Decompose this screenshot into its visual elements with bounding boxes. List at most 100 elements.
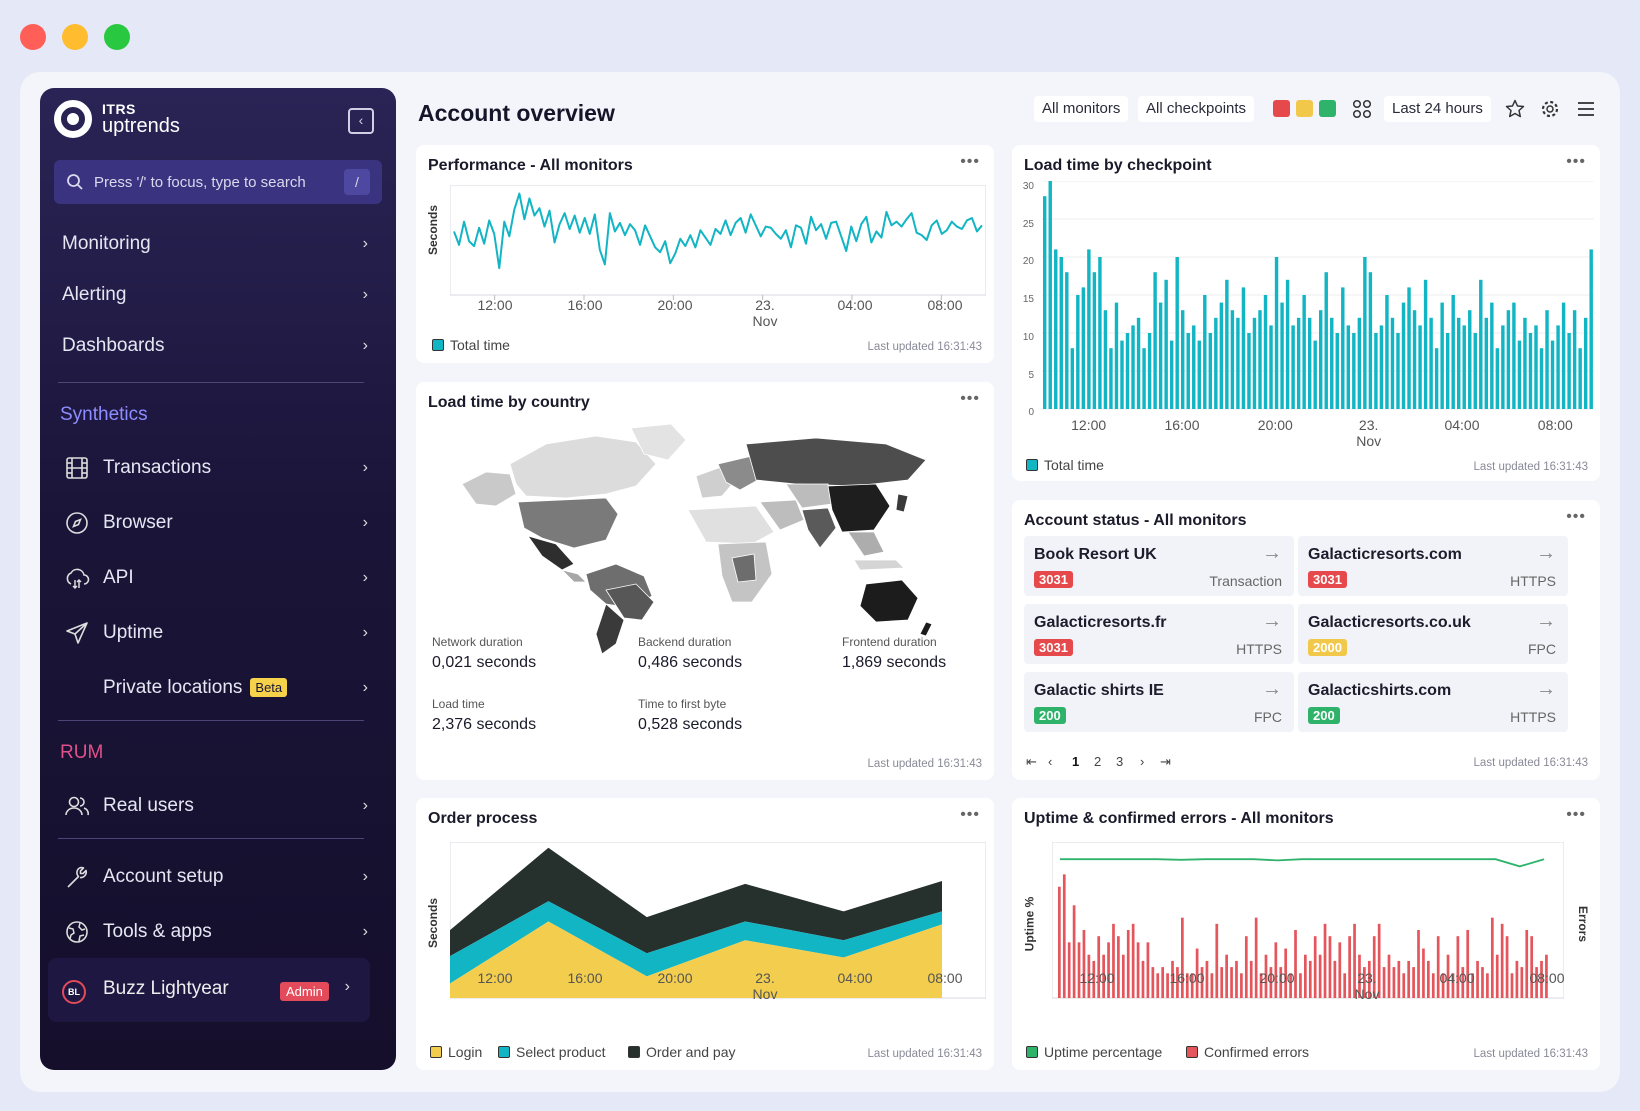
bar[interactable]: [1059, 257, 1063, 409]
bar[interactable]: [1346, 325, 1351, 409]
error-bar[interactable]: [1304, 954, 1307, 998]
more-options-icon[interactable]: •••: [960, 806, 980, 823]
error-bar[interactable]: [1515, 960, 1519, 998]
error-bar[interactable]: [1121, 954, 1125, 998]
error-bar[interactable]: [1146, 942, 1150, 998]
error-bar[interactable]: [1161, 967, 1165, 998]
error-bar[interactable]: [1535, 967, 1538, 998]
more-options-icon[interactable]: •••: [1566, 153, 1586, 170]
bar[interactable]: [1230, 310, 1235, 409]
error-bar[interactable]: [1181, 917, 1184, 998]
bar[interactable]: [1462, 325, 1466, 409]
bar[interactable]: [1412, 310, 1417, 409]
more-options-icon[interactable]: •••: [960, 390, 980, 407]
error-bar[interactable]: [1117, 936, 1120, 998]
monitors-filter[interactable]: All monitors: [1034, 96, 1129, 122]
error-bar[interactable]: [1200, 967, 1204, 998]
bar[interactable]: [1263, 295, 1268, 409]
nav-browser[interactable]: Browser ›: [40, 501, 396, 545]
bar[interactable]: [1583, 317, 1588, 409]
more-options-icon[interactable]: •••: [1566, 806, 1586, 823]
bar[interactable]: [1219, 302, 1224, 409]
maximize-window-button[interactable]: [104, 24, 130, 50]
status-filter-ok[interactable]: [1319, 100, 1336, 117]
error-bar[interactable]: [1205, 960, 1209, 998]
error-bar[interactable]: [1230, 967, 1233, 998]
bar[interactable]: [1142, 348, 1146, 409]
more-options-icon[interactable]: •••: [960, 153, 980, 170]
bar[interactable]: [1572, 310, 1577, 409]
bar[interactable]: [1125, 333, 1130, 409]
error-bar[interactable]: [1456, 936, 1460, 998]
nav-monitoring[interactable]: Monitoring ›: [40, 222, 396, 266]
error-bar[interactable]: [1087, 954, 1091, 998]
status-tile[interactable]: Galacticresorts.co.uk → 2000 FPC: [1298, 604, 1568, 664]
error-bar[interactable]: [1067, 942, 1071, 998]
bar[interactable]: [1131, 325, 1135, 409]
error-bar[interactable]: [1461, 967, 1465, 998]
bar[interactable]: [1517, 340, 1522, 409]
bar[interactable]: [1423, 279, 1428, 409]
error-bar[interactable]: [1235, 960, 1238, 998]
error-bar[interactable]: [1490, 917, 1494, 998]
status-filter-error[interactable]: [1273, 100, 1290, 117]
bar[interactable]: [1269, 325, 1273, 409]
bar[interactable]: [1076, 295, 1080, 409]
star-icon[interactable]: [1504, 98, 1526, 120]
error-bar[interactable]: [1372, 936, 1376, 998]
error-bar[interactable]: [1313, 936, 1317, 998]
error-bar[interactable]: [1077, 942, 1081, 998]
page-button[interactable]: 3: [1116, 754, 1124, 769]
error-bar[interactable]: [1328, 936, 1332, 998]
bar[interactable]: [1451, 295, 1455, 409]
error-bar[interactable]: [1481, 967, 1484, 998]
error-bar[interactable]: [1436, 936, 1440, 998]
error-bar[interactable]: [1353, 923, 1356, 998]
error-bar[interactable]: [1279, 967, 1283, 998]
bar[interactable]: [1054, 249, 1058, 409]
bar[interactable]: [1501, 325, 1505, 409]
next-page-button[interactable]: ›: [1140, 754, 1145, 769]
error-bar[interactable]: [1062, 874, 1066, 998]
bar[interactable]: [1434, 348, 1439, 409]
legend-item[interactable]: Order and pay: [628, 1044, 736, 1060]
error-bar[interactable]: [1294, 930, 1297, 998]
status-tile[interactable]: Galacticresorts.fr → 3031 HTTPS: [1024, 604, 1294, 664]
bar[interactable]: [1589, 249, 1593, 409]
bar[interactable]: [1379, 325, 1384, 409]
bar[interactable]: [1307, 317, 1312, 409]
bar[interactable]: [1147, 333, 1152, 409]
bar[interactable]: [1479, 279, 1483, 409]
status-tile[interactable]: Book Resort UK → 3031 Transaction: [1024, 536, 1294, 596]
bar[interactable]: [1330, 317, 1334, 409]
bar[interactable]: [1087, 249, 1091, 409]
error-bar[interactable]: [1254, 917, 1258, 998]
bar[interactable]: [1103, 310, 1108, 409]
first-page-button[interactable]: ⇤: [1026, 754, 1037, 769]
bar[interactable]: [1523, 317, 1527, 409]
bar[interactable]: [1578, 348, 1582, 409]
bar[interactable]: [1539, 348, 1544, 409]
page-button[interactable]: 2: [1094, 754, 1102, 769]
bar[interactable]: [1175, 257, 1179, 409]
series-line-total-time[interactable]: [453, 192, 983, 270]
error-bar[interactable]: [1166, 973, 1169, 998]
error-bar[interactable]: [1387, 954, 1391, 998]
collapse-sidebar-icon[interactable]: ‹: [348, 108, 374, 134]
error-bar[interactable]: [1195, 948, 1199, 998]
bar[interactable]: [1556, 325, 1560, 409]
bar[interactable]: [1285, 279, 1290, 409]
error-bar[interactable]: [1510, 973, 1514, 998]
bar[interactable]: [1296, 317, 1301, 409]
bar[interactable]: [1247, 333, 1251, 409]
legend-item[interactable]: Uptime percentage: [1026, 1044, 1162, 1060]
bar[interactable]: [1440, 302, 1444, 409]
bar[interactable]: [1065, 272, 1069, 409]
error-bar[interactable]: [1402, 973, 1406, 998]
arrow-right-icon[interactable]: →: [1262, 542, 1282, 564]
nav-private-locations[interactable]: Private locations Beta ›: [40, 666, 396, 710]
status-filter-warning[interactable]: [1296, 100, 1313, 117]
area-select-product[interactable]: [450, 901, 942, 984]
error-bar[interactable]: [1466, 930, 1470, 998]
error-bar[interactable]: [1092, 960, 1096, 998]
